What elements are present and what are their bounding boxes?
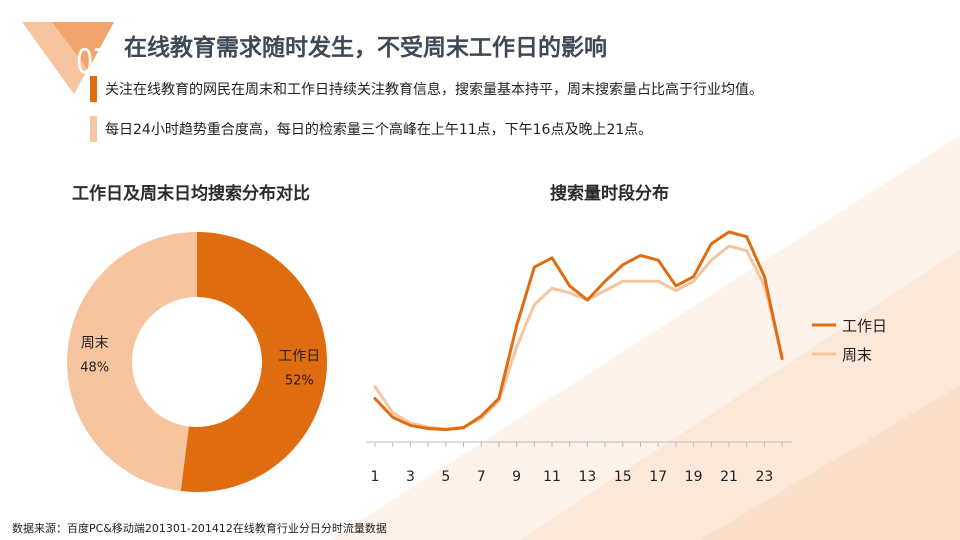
x-tick-label: 1 <box>371 469 380 485</box>
bullet-text: 关注在线教育的网民在周末和工作日持续关注教育信息，搜索量基本持平，周末搜索量占比… <box>105 82 763 98</box>
donut-chart-title: 工作日及周末日均搜索分布对比 <box>72 184 310 204</box>
donut-slice <box>180 232 327 492</box>
slice-value-label: 48% <box>80 361 109 376</box>
donut-slice <box>66 232 197 491</box>
legend-label: 周末 <box>842 346 872 364</box>
bullet-point: 关注在线教育的网民在周末和工作日持续关注教育信息，搜索量基本持平，周末搜索量占比… <box>90 76 763 102</box>
x-tick-label: 21 <box>720 469 738 485</box>
section-number-badge: 07 <box>22 22 114 94</box>
bullet-bar <box>90 76 97 102</box>
data-source-note: 数据来源：百度PC&移动端201301-201412在线教育行业分日分时流量数据 <box>12 522 387 535</box>
slice-label: 工作日 <box>278 348 320 364</box>
series-line <box>373 244 784 431</box>
x-tick-label: 15 <box>614 469 632 485</box>
bullet-bar <box>90 116 97 142</box>
x-tick-label: 7 <box>477 469 486 485</box>
series-line <box>373 230 784 432</box>
line-chart-title: 搜索量时段分布 <box>550 184 669 204</box>
x-tick-label: 5 <box>441 469 450 485</box>
legend-label: 工作日 <box>842 317 887 335</box>
x-tick-label: 3 <box>406 469 415 485</box>
badge-triangle-icon <box>22 22 114 94</box>
bullet-point: 每日24小时趋势重合度高，每日的检索量三个高峰在上午11点，下午16点及晚上21… <box>90 116 652 142</box>
x-tick-label: 9 <box>512 469 521 485</box>
slice-value-label: 52% <box>285 373 314 388</box>
section-number: 07 <box>76 42 110 82</box>
slice-label: 周末 <box>81 336 109 352</box>
x-tick-label: 17 <box>649 469 667 485</box>
x-tick-label: 11 <box>543 469 561 485</box>
page-title: 在线教育需求随时发生，不受周末工作日的影响 <box>124 35 607 61</box>
x-tick-label: 13 <box>578 469 596 485</box>
x-tick-label: 23 <box>755 469 773 485</box>
bullet-text: 每日24小时趋势重合度高，每日的检索量三个高峰在上午11点，下午16点及晚上21… <box>105 122 653 138</box>
x-tick-label: 19 <box>685 469 703 485</box>
